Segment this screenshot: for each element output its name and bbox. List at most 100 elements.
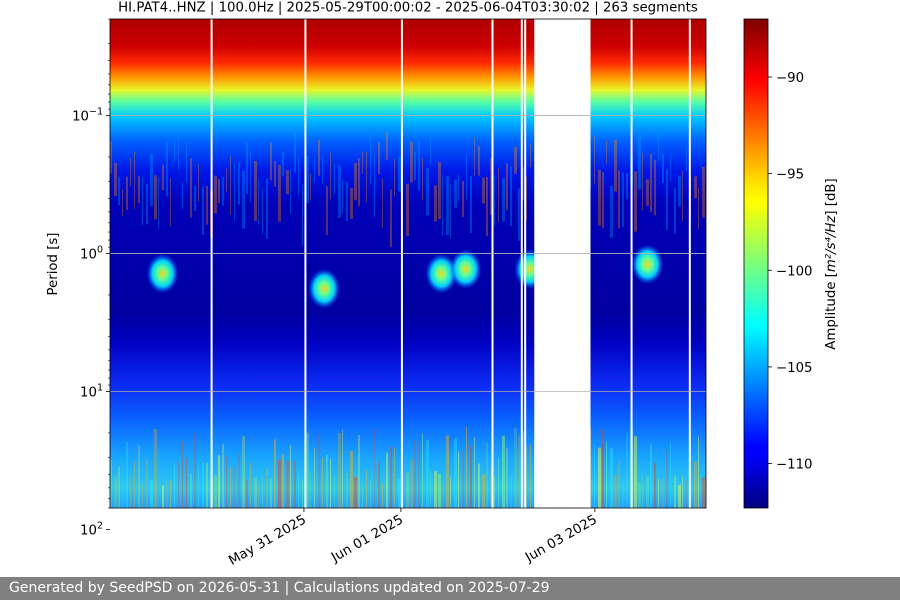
y-tick-base: 10: [80, 385, 97, 400]
colorbar-tick-label: −110: [776, 458, 813, 473]
texture-stripe-upper: [658, 132, 659, 161]
texture-stripe-lower: [626, 432, 628, 508]
texture-stripe-upper: [482, 177, 485, 204]
texture-stripe-lower: [198, 465, 199, 508]
grid-layer: [110, 115, 706, 392]
texture-stripe-lower: [338, 432, 341, 508]
texture-stripe-lower: [602, 429, 604, 508]
texture-stripe-upper: [418, 140, 420, 191]
texture-stripe-lower: [674, 475, 676, 508]
texture-stripe-lower: [134, 461, 135, 508]
texture-stripe-upper: [358, 158, 360, 206]
texture-stripe-lower: [202, 462, 204, 508]
colorbar: −90 −95 −100 −105 −110 Amplitude [m²/s⁴/Hz] …: [743, 18, 839, 509]
texture-stripe-upper: [302, 184, 303, 247]
texture-stripe-upper: [386, 132, 388, 160]
texture-stripe-upper: [434, 185, 437, 222]
texture-stripe-upper: [634, 171, 637, 232]
texture-stripe-upper: [322, 157, 323, 184]
texture-stripe-lower: [366, 469, 367, 508]
texture-stripe-lower: [250, 462, 251, 508]
texture-stripe-lower: [226, 456, 227, 508]
texture-stripe-lower: [510, 474, 512, 508]
texture-stripe-lower: [650, 443, 652, 508]
texture-stripe-lower: [466, 426, 467, 508]
plot-frame: [109, 18, 707, 509]
colorbar-tick-label: −105: [776, 361, 813, 376]
texture-stripe-upper: [374, 155, 375, 218]
texture-stripe-lower: [318, 434, 320, 508]
y-tick-exponent: 2: [97, 520, 103, 531]
data-gap: [491, 19, 494, 508]
colorbar-tick-label: −100: [776, 264, 813, 279]
x-tick-label: Jun 01 2025: [328, 512, 406, 565]
texture-stripe-upper: [158, 177, 159, 229]
texture-stripe-upper: [510, 166, 512, 226]
texture-stripe-upper: [506, 163, 508, 211]
texture-stripe-lower: [454, 438, 457, 508]
texture-stripe-lower: [702, 477, 705, 508]
texture-stripe-upper: [150, 153, 153, 207]
texture-stripe-lower: [342, 429, 343, 508]
texture-stripe-upper: [230, 156, 231, 215]
texture-stripe-upper: [410, 141, 413, 183]
texture-stripe-lower: [410, 459, 413, 508]
texture-stripe-lower: [678, 484, 681, 508]
texture-stripe-lower: [162, 485, 164, 508]
texture-stripe-upper: [622, 172, 624, 227]
texture-stripe-upper: [122, 189, 123, 217]
texture-stripe-upper: [618, 170, 620, 229]
texture-stripe-upper: [654, 160, 656, 216]
texture-stripe-upper: [354, 162, 357, 201]
event-blob: [308, 268, 341, 309]
texture-stripe-upper: [502, 178, 505, 222]
colorbar-tick-label: −95: [776, 168, 804, 183]
texture-stripe-lower: [618, 461, 620, 508]
texture-stripe-lower: [698, 436, 699, 508]
texture-stripe-upper: [190, 158, 192, 218]
texture-stripe-upper: [206, 186, 208, 225]
texture-stripe-upper: [274, 161, 276, 187]
texture-stripe-upper: [366, 151, 367, 203]
texture-stripe-upper: [442, 174, 443, 237]
texture-stripe-upper: [446, 176, 449, 236]
texture-stripe-upper: [406, 183, 409, 236]
texture-stripe-upper: [226, 168, 227, 193]
texture-stripe-upper: [486, 176, 488, 237]
texture-stripe-upper: [602, 172, 604, 229]
texture-stripe-lower: [258, 484, 259, 508]
texture-stripe-upper: [370, 132, 371, 185]
texture-stripe-upper: [318, 139, 320, 176]
texture-stripe-lower: [154, 428, 157, 508]
texture-stripe-lower: [418, 442, 420, 508]
texture-stripe-upper: [178, 136, 179, 170]
texture-stripe-upper: [130, 157, 131, 186]
texture-stripe-lower: [166, 481, 168, 508]
spectrogram-plot: [110, 19, 706, 508]
texture-stripe-upper: [614, 139, 617, 192]
texture-stripe-lower: [430, 469, 431, 508]
data-gap: [210, 19, 213, 508]
texture-stripe-upper: [646, 179, 649, 206]
texture-stripe-upper: [234, 163, 235, 221]
event-blob: [146, 253, 179, 294]
texture-stripe-upper: [626, 173, 628, 200]
texture-stripe-lower: [242, 436, 245, 508]
texture-stripe-lower: [378, 461, 380, 508]
data-gap: [534, 19, 591, 508]
texture-stripe-lower: [482, 474, 485, 508]
texture-stripe-upper: [170, 177, 171, 227]
texture-stripe-upper: [474, 137, 475, 177]
y-tick-exponent: −1: [89, 106, 103, 117]
texture-stripe-lower: [422, 433, 423, 508]
texture-stripe-lower: [294, 460, 296, 508]
texture-stripe-upper: [694, 176, 697, 199]
texture-stripe-lower: [414, 439, 416, 508]
texture-stripe-upper: [222, 176, 224, 206]
texture-stripe-lower: [594, 444, 595, 508]
texture-stripe-lower: [502, 435, 505, 508]
texture-stripe-lower: [622, 481, 624, 508]
texture-stripe-lower: [278, 459, 281, 508]
texture-stripe-upper: [702, 166, 705, 218]
texture-stripe-upper: [382, 178, 383, 228]
